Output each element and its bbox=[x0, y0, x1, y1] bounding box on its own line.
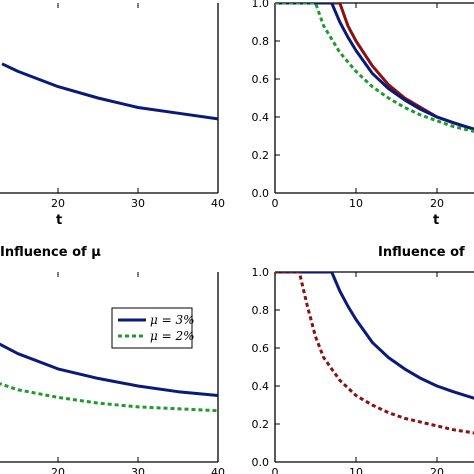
x-tick-label: 30 bbox=[131, 466, 145, 474]
x-tick-label: 20 bbox=[51, 197, 65, 210]
xlabel-top-left: t bbox=[56, 213, 62, 228]
series-line-top-right-2 bbox=[275, 3, 474, 133]
y-tick-label: 0.6 bbox=[252, 342, 270, 355]
series-line-bottom-left-0 bbox=[0, 342, 218, 397]
series-line-bottom-right-1 bbox=[275, 272, 474, 435]
y-tick-label: 0.0 bbox=[252, 456, 270, 469]
x-tick-label: 30 bbox=[131, 197, 145, 210]
legend-label-mu2: μ = 2% bbox=[150, 329, 195, 343]
y-tick-label: 0.8 bbox=[252, 304, 270, 317]
y-tick-label: 0.8 bbox=[252, 35, 270, 48]
x-tick-label: 20 bbox=[430, 197, 444, 210]
y-tick-label: 0.4 bbox=[252, 111, 270, 124]
x-tick-label: 10 bbox=[349, 466, 363, 474]
legend-label-mu3: μ = 3% bbox=[150, 313, 195, 327]
x-tick-label: 20 bbox=[430, 466, 444, 474]
series-line-bottom-left-1 bbox=[0, 382, 218, 413]
x-tick-label: 0 bbox=[272, 466, 279, 474]
x-tick-label: 40 bbox=[211, 466, 225, 474]
y-tick-label: 0.4 bbox=[252, 380, 270, 393]
title-bottom-left: Influence of μ bbox=[0, 245, 101, 260]
series-line-top-right-1 bbox=[275, 3, 474, 131]
x-tick-label: 20 bbox=[51, 466, 65, 474]
x-tick-label: 40 bbox=[211, 197, 225, 210]
panel-bottom-right: 0 10 20 0.0 0.2 0.4 0.6 0.8 1.0 bbox=[252, 266, 474, 474]
legend-box bbox=[111, 307, 193, 349]
y-tick-label: 1.0 bbox=[252, 0, 270, 10]
panel-top-right: 0 10 20 0.0 0.2 0.4 0.6 0.8 1.0 bbox=[252, 0, 474, 210]
legend-bottom-left: μ = 3% μ = 2% bbox=[111, 307, 195, 349]
panel-top-left: 20 30 40 bbox=[0, 3, 225, 210]
series-line-top-right-0 bbox=[275, 3, 474, 131]
xlabel-top-right: t bbox=[433, 213, 439, 228]
series-line-bottom-right-0 bbox=[275, 272, 474, 400]
y-tick-label: 0.0 bbox=[252, 187, 270, 200]
series-line-top-left-0 bbox=[1, 62, 218, 121]
y-tick-label: 0.2 bbox=[252, 149, 270, 162]
x-tick-label: 10 bbox=[349, 197, 363, 210]
title-bottom-right: Influence of bbox=[378, 245, 465, 260]
y-tick-label: 0.6 bbox=[252, 73, 270, 86]
y-tick-label: 0.2 bbox=[252, 418, 270, 431]
x-tick-label: 0 bbox=[272, 197, 279, 210]
y-tick-label: 1.0 bbox=[252, 266, 270, 279]
panel-bottom-left: 20 30 40 bbox=[0, 272, 225, 474]
